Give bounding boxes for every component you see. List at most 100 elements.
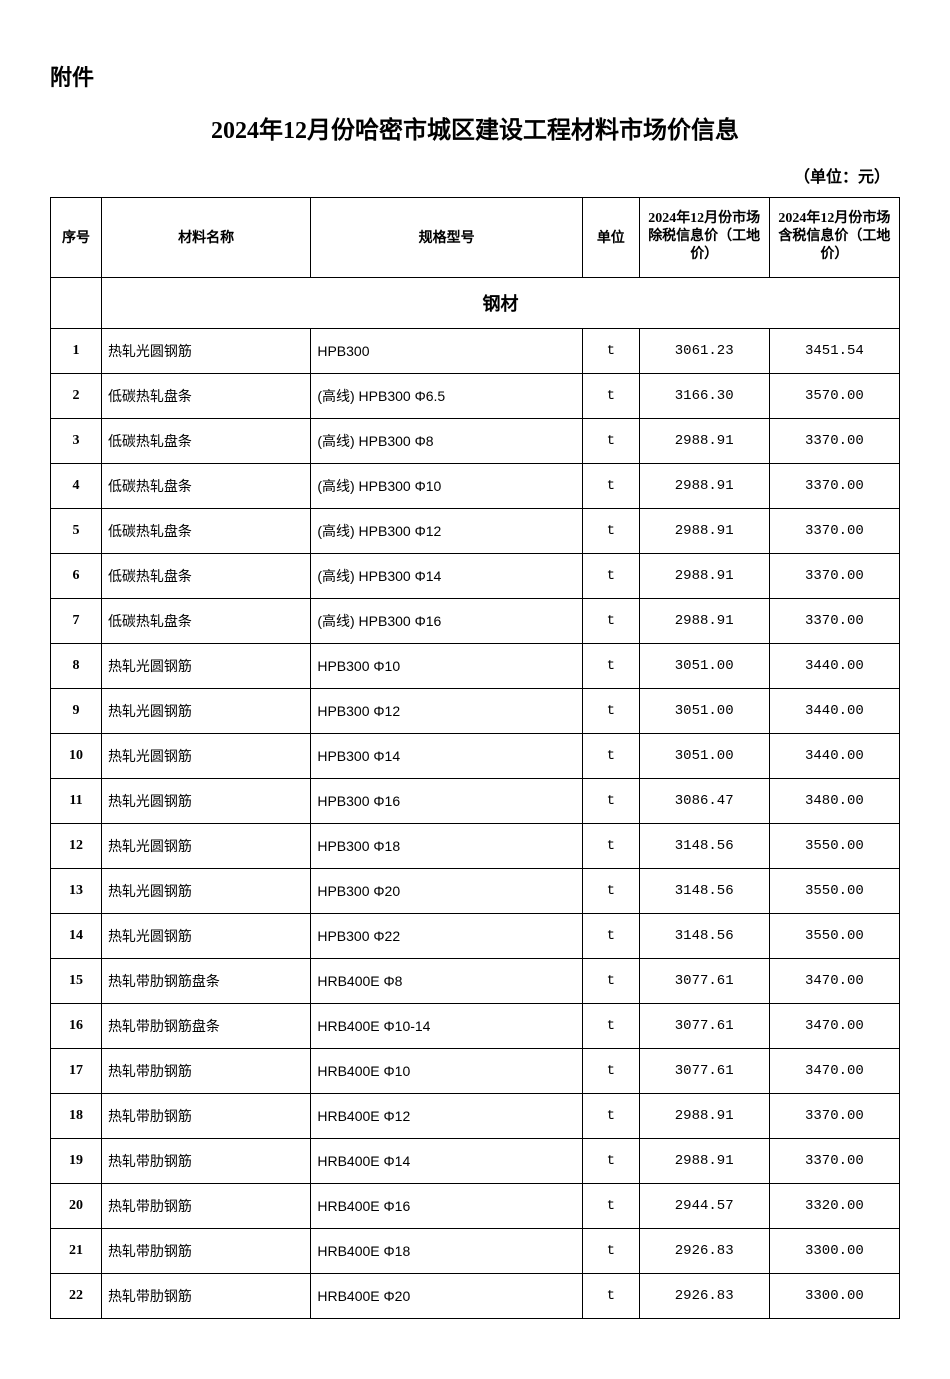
cell-price-excl: 3051.00 (639, 688, 769, 733)
table-row: 9热轧光圆钢筋HPB300 Φ12t3051.003440.00 (51, 688, 900, 733)
cell-unit: t (583, 688, 640, 733)
cell-name: 低碳热轧盘条 (101, 508, 310, 553)
cell-spec: HRB400E Φ14 (311, 1138, 583, 1183)
table-row: 20热轧带肋钢筋HRB400E Φ16t2944.573320.00 (51, 1183, 900, 1228)
cell-price-incl: 3440.00 (769, 733, 899, 778)
cell-price-excl: 3077.61 (639, 1003, 769, 1048)
cell-spec: HPB300 (311, 328, 583, 373)
cell-spec: HRB400E Φ18 (311, 1228, 583, 1273)
cell-spec: (高线) HPB300 Φ10 (311, 463, 583, 508)
cell-seq: 10 (51, 733, 102, 778)
materials-price-table: 序号 材料名称 规格型号 单位 2024年12月份市场除税信息价（工地价） 20… (50, 197, 900, 1319)
cell-spec: (高线) HPB300 Φ8 (311, 418, 583, 463)
cell-seq: 17 (51, 1048, 102, 1093)
cell-price-excl: 3051.00 (639, 733, 769, 778)
cell-price-excl: 2988.91 (639, 1138, 769, 1183)
cell-unit: t (583, 1273, 640, 1318)
cell-price-incl: 3440.00 (769, 688, 899, 733)
cell-name: 热轧带肋钢筋盘条 (101, 1003, 310, 1048)
cell-seq: 18 (51, 1093, 102, 1138)
cell-name: 低碳热轧盘条 (101, 418, 310, 463)
table-row: 22热轧带肋钢筋HRB400E Φ20t2926.833300.00 (51, 1273, 900, 1318)
cell-price-excl: 3086.47 (639, 778, 769, 823)
cell-unit: t (583, 868, 640, 913)
cell-price-excl: 2988.91 (639, 1093, 769, 1138)
table-row: 4低碳热轧盘条(高线) HPB300 Φ10t2988.913370.00 (51, 463, 900, 508)
cell-price-excl: 2988.91 (639, 508, 769, 553)
cell-spec: HPB300 Φ12 (311, 688, 583, 733)
header-spec: 规格型号 (311, 198, 583, 278)
cell-unit: t (583, 958, 640, 1003)
cell-price-excl: 2988.91 (639, 553, 769, 598)
table-row: 6低碳热轧盘条(高线) HPB300 Φ14t2988.913370.00 (51, 553, 900, 598)
cell-name: 热轧带肋钢筋盘条 (101, 958, 310, 1003)
cell-name: 热轧带肋钢筋 (101, 1228, 310, 1273)
cell-spec: HPB300 Φ10 (311, 643, 583, 688)
cell-price-excl: 3166.30 (639, 373, 769, 418)
table-row: 5低碳热轧盘条(高线) HPB300 Φ12t2988.913370.00 (51, 508, 900, 553)
cell-name: 热轧光圆钢筋 (101, 823, 310, 868)
attachment-label: 附件 (50, 60, 900, 92)
cell-price-incl: 3300.00 (769, 1228, 899, 1273)
cell-seq: 13 (51, 868, 102, 913)
cell-name: 热轧带肋钢筋 (101, 1138, 310, 1183)
unit-label: （单位：元） (50, 163, 900, 187)
page-title: 2024年12月份哈密市城区建设工程材料市场价信息 (50, 110, 900, 145)
cell-seq: 1 (51, 328, 102, 373)
cell-spec: (高线) HPB300 Φ14 (311, 553, 583, 598)
cell-unit: t (583, 1183, 640, 1228)
cell-price-incl: 3470.00 (769, 1003, 899, 1048)
cell-price-incl: 3370.00 (769, 463, 899, 508)
cell-price-incl: 3470.00 (769, 958, 899, 1003)
cell-unit: t (583, 373, 640, 418)
cell-spec: (高线) HPB300 Φ16 (311, 598, 583, 643)
cell-seq: 22 (51, 1273, 102, 1318)
cell-unit: t (583, 778, 640, 823)
cell-price-excl: 2926.83 (639, 1273, 769, 1318)
cell-name: 热轧光圆钢筋 (101, 778, 310, 823)
cell-name: 热轧光圆钢筋 (101, 328, 310, 373)
cell-price-incl: 3470.00 (769, 1048, 899, 1093)
cell-seq: 5 (51, 508, 102, 553)
cell-unit: t (583, 1228, 640, 1273)
section-header-row: 钢材 (51, 277, 900, 328)
cell-price-incl: 3370.00 (769, 1093, 899, 1138)
cell-seq: 9 (51, 688, 102, 733)
cell-name: 热轧带肋钢筋 (101, 1183, 310, 1228)
table-header-row: 序号 材料名称 规格型号 单位 2024年12月份市场除税信息价（工地价） 20… (51, 198, 900, 278)
cell-seq: 14 (51, 913, 102, 958)
cell-spec: (高线) HPB300 Φ12 (311, 508, 583, 553)
cell-seq: 16 (51, 1003, 102, 1048)
cell-price-incl: 3320.00 (769, 1183, 899, 1228)
cell-unit: t (583, 823, 640, 868)
cell-spec: HRB400E Φ20 (311, 1273, 583, 1318)
header-price-excl: 2024年12月份市场除税信息价（工地价） (639, 198, 769, 278)
cell-seq: 21 (51, 1228, 102, 1273)
cell-price-excl: 3061.23 (639, 328, 769, 373)
table-row: 12热轧光圆钢筋HPB300 Φ18t3148.563550.00 (51, 823, 900, 868)
cell-price-incl: 3300.00 (769, 1273, 899, 1318)
cell-unit: t (583, 1048, 640, 1093)
table-row: 18热轧带肋钢筋HRB400E Φ12t2988.913370.00 (51, 1093, 900, 1138)
cell-spec: HPB300 Φ18 (311, 823, 583, 868)
cell-unit: t (583, 598, 640, 643)
cell-name: 热轧光圆钢筋 (101, 733, 310, 778)
cell-spec: HPB300 Φ22 (311, 913, 583, 958)
cell-unit: t (583, 643, 640, 688)
cell-price-incl: 3440.00 (769, 643, 899, 688)
table-row: 21热轧带肋钢筋HRB400E Φ18t2926.833300.00 (51, 1228, 900, 1273)
cell-unit: t (583, 553, 640, 598)
header-name: 材料名称 (101, 198, 310, 278)
table-row: 1热轧光圆钢筋HPB300t3061.233451.54 (51, 328, 900, 373)
cell-price-incl: 3480.00 (769, 778, 899, 823)
cell-unit: t (583, 328, 640, 373)
cell-name: 热轧带肋钢筋 (101, 1093, 310, 1138)
cell-price-excl: 2988.91 (639, 463, 769, 508)
cell-spec: HRB400E Φ12 (311, 1093, 583, 1138)
cell-name: 热轧光圆钢筋 (101, 913, 310, 958)
header-seq: 序号 (51, 198, 102, 278)
cell-seq: 4 (51, 463, 102, 508)
table-row: 19热轧带肋钢筋HRB400E Φ14t2988.913370.00 (51, 1138, 900, 1183)
section-header: 钢材 (101, 277, 899, 328)
cell-price-excl: 3077.61 (639, 958, 769, 1003)
